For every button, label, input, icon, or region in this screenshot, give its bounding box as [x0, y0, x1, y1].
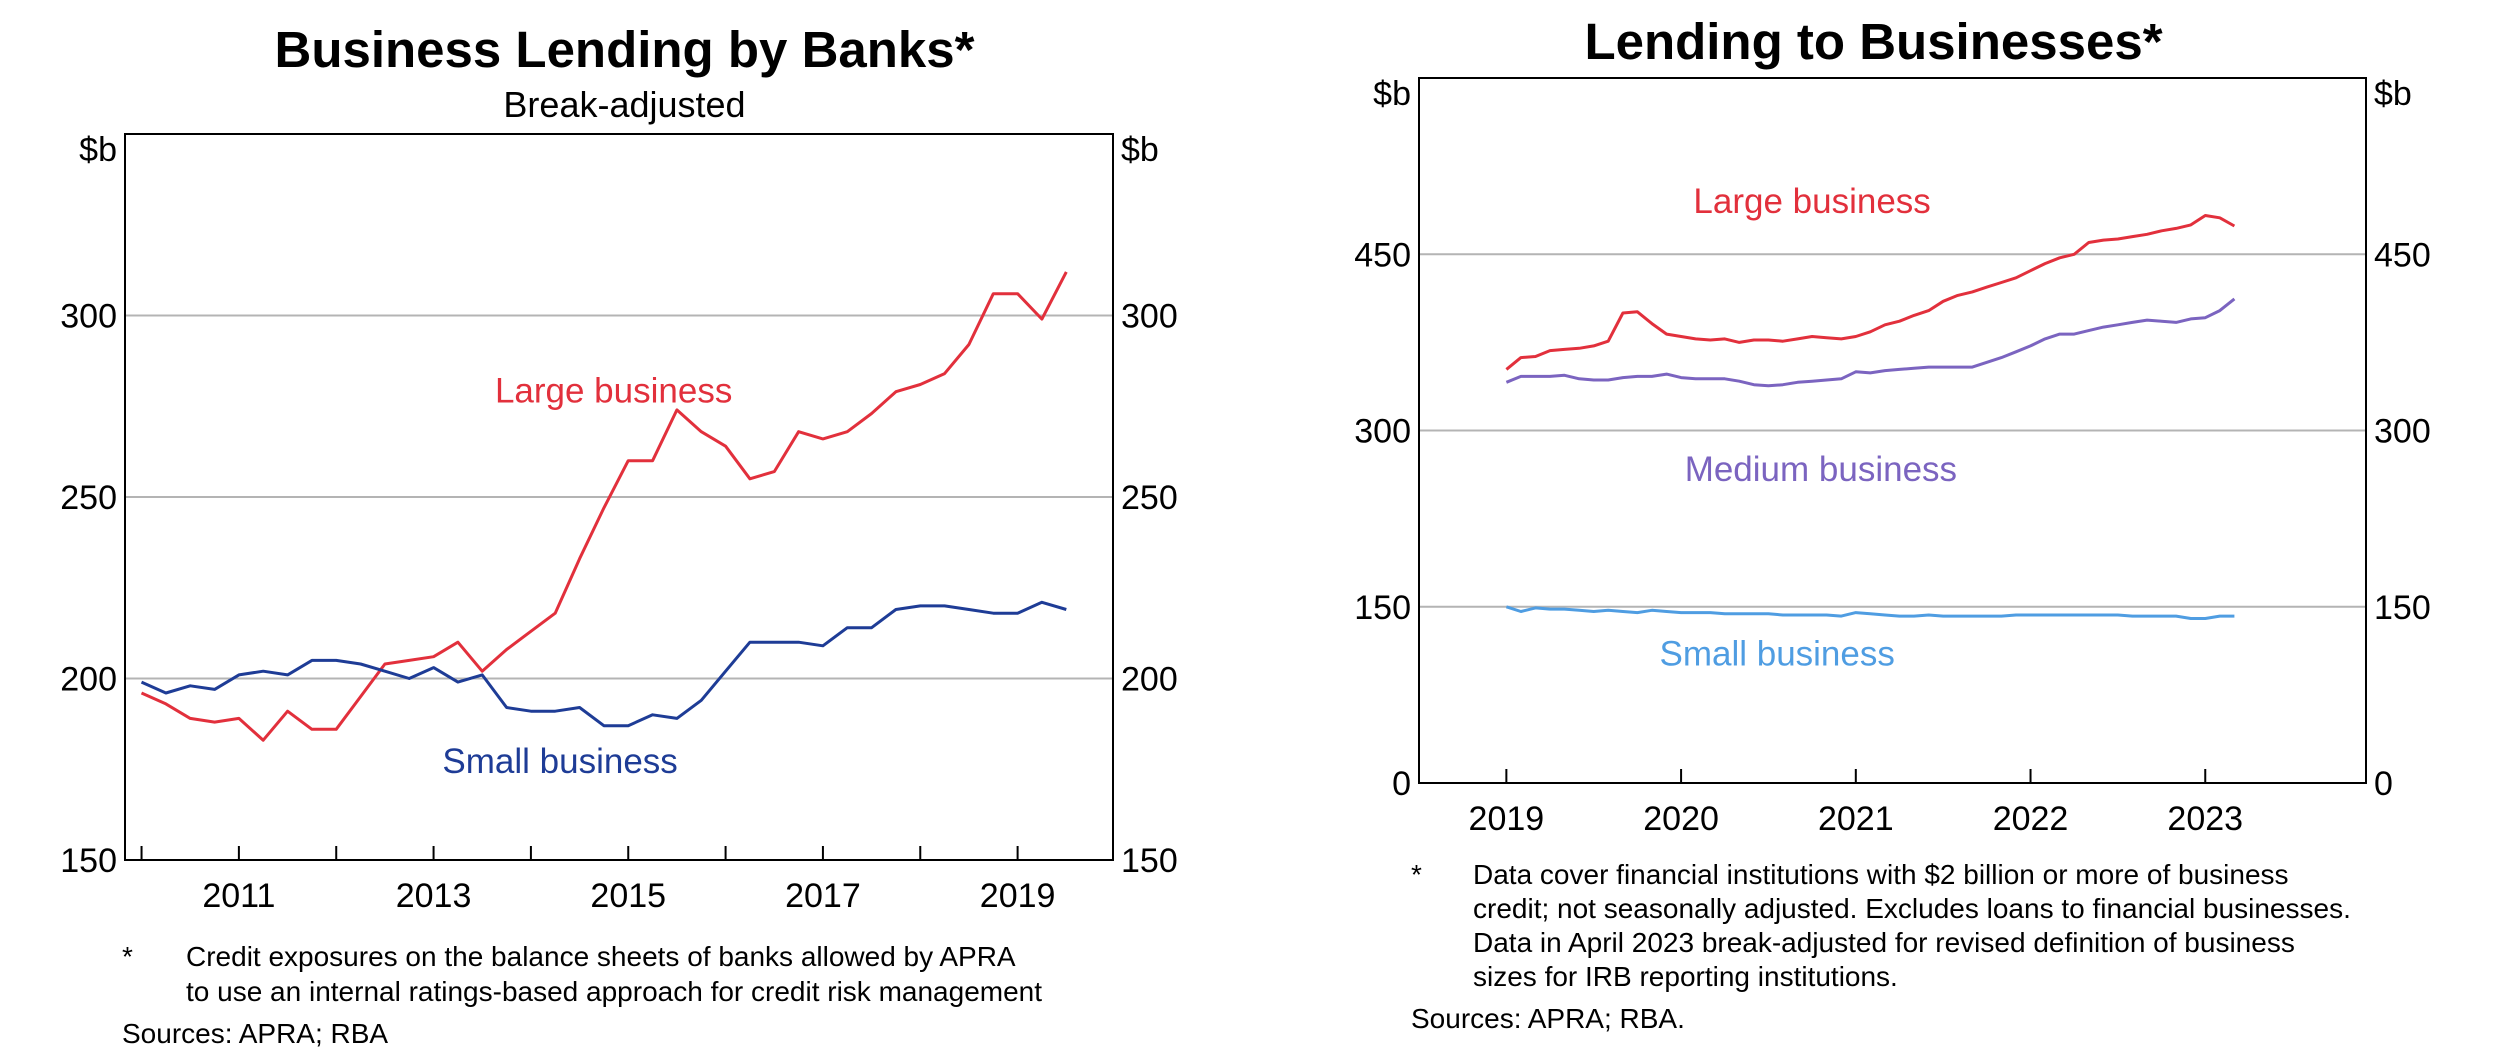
x-tick-label: 2015 — [590, 877, 666, 915]
x-tick-label: 2022 — [1993, 800, 2069, 838]
footnote-mark: * — [122, 941, 133, 972]
chart-title: Business Lending by Banks* — [274, 21, 975, 78]
y-tick-label-left: 150 — [60, 842, 117, 880]
y-tick-label-left: 0 — [1392, 765, 1411, 803]
footnote-line: sizes for IRB reporting institutions. — [1473, 961, 1898, 992]
chart-title: Lending to Businesses* — [1584, 13, 2163, 70]
x-tick-label: 2019 — [1469, 800, 1545, 838]
footnote-line: to use an internal ratings-based approac… — [186, 976, 1043, 1007]
chart-panel-lending-to-businesses: Lending to Businesses* 0 0 150 150 300 300 450… — [1249, 0, 2498, 1062]
y-tick-label-left: 300 — [1354, 413, 1411, 451]
y-tick-label-left: 150 — [1354, 589, 1411, 627]
y-tick-label-right: 150 — [2374, 589, 2431, 627]
x-tick-label: 2023 — [2167, 800, 2243, 838]
y-tick-label-right: 0 — [2374, 765, 2393, 803]
y-unit-label-right: $b — [1121, 131, 1159, 169]
y-tick-label-right: 250 — [1121, 479, 1178, 517]
x-tick-label: 2020 — [1643, 800, 1719, 838]
footnote-line: credit; not seasonally adjusted. Exclude… — [1473, 893, 2351, 924]
series-line-large-business — [140, 271, 1068, 742]
series-label-small-business: Small business — [1659, 635, 1894, 674]
y-tick-label-right: 300 — [2374, 413, 2431, 451]
y-tick-label-left: 200 — [60, 661, 117, 699]
x-tick-label: 2013 — [396, 877, 472, 915]
sources: Sources: APRA; RBA — [122, 1018, 389, 1049]
series-label-large-business: Large business — [495, 372, 732, 411]
series-line-small-business — [1505, 605, 2235, 620]
x-tick-label: 2017 — [785, 877, 861, 915]
y-tick-label-right: 200 — [1121, 661, 1178, 699]
y-tick-label-right: 150 — [1121, 842, 1178, 880]
x-tick-label: 2011 — [202, 877, 275, 915]
chart-canvas-left: 150 150 200 200 250 250 300 300 $b $b 2011 2013 2015… — [60, 131, 1178, 915]
series-label-medium-business: Medium business — [1685, 450, 1957, 489]
chart-canvas-right: 0 0 150 150 300 300 450 450 $b $b 2019 2020 2021 2022… — [1354, 75, 2431, 838]
y-tick-label-right: 450 — [2374, 236, 2431, 274]
chart-subtitle: Break-adjusted — [503, 84, 746, 125]
y-unit-label-left: $b — [1373, 75, 1411, 113]
plot-frame — [1418, 77, 2367, 784]
x-tick-label: 2021 — [1818, 800, 1894, 838]
plot-frame — [124, 133, 1114, 861]
chart-panel-business-lending-by-banks: Business Lending by Banks* Break-adjuste… — [60, 21, 1178, 1049]
footnote-line: Credit exposures on the balance sheets o… — [186, 941, 1016, 972]
series-label-large-business: Large business — [1693, 182, 1930, 221]
y-unit-label-right: $b — [2374, 75, 2412, 113]
footnote-mark: * — [1411, 859, 1422, 890]
y-tick-label-right: 300 — [1121, 298, 1178, 336]
y-tick-label-left: 450 — [1354, 236, 1411, 274]
y-unit-label-left: $b — [79, 131, 117, 169]
footnote-line: Data in April 2023 break-adjusted for re… — [1473, 927, 2295, 958]
x-tick-label: 2019 — [980, 877, 1056, 915]
series-line-large-business — [1505, 214, 2236, 371]
series-line-medium-business — [1505, 297, 2236, 388]
y-tick-label-left: 250 — [60, 479, 117, 517]
y-tick-label-left: 300 — [60, 298, 117, 336]
sources: Sources: APRA; RBA. — [1411, 1003, 1685, 1034]
series-line-small-business — [140, 600, 1067, 728]
footnote-line: Data cover financial institutions with $… — [1473, 859, 2289, 890]
series-label-small-business: Small business — [442, 742, 677, 781]
